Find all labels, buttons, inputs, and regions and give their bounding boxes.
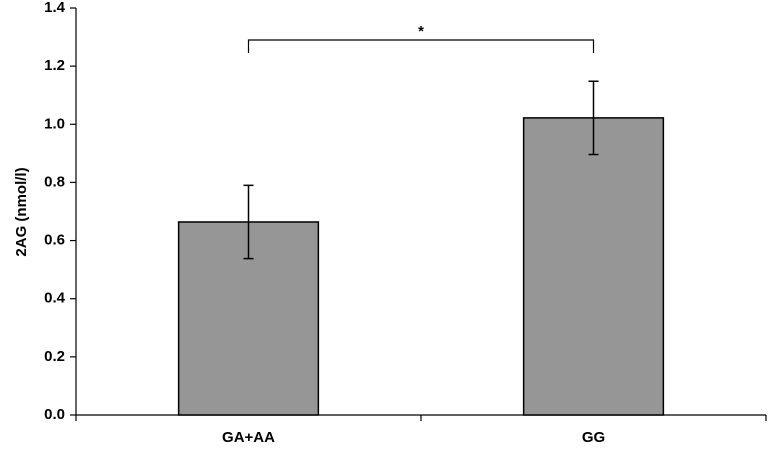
error-bars — [243, 80, 599, 260]
bar-1 — [522, 117, 665, 416]
y-axis-title: 2AG (nmol/l) — [13, 167, 30, 256]
x-tick-label-0: GA+AA — [222, 429, 275, 446]
significance-bracket: * — [247, 23, 595, 53]
y-tick-label-4: 0.8 — [44, 173, 65, 190]
significance-label: * — [418, 23, 424, 40]
bars — [177, 117, 665, 416]
y-tick-label-6: 1.2 — [44, 57, 65, 74]
x-tick-label-1: GG — [582, 429, 605, 446]
y-tick-label-0: 0.0 — [44, 406, 65, 423]
x-tick-labels: GA+AA GG — [222, 429, 605, 446]
y-tick-label-7: 1.4 — [44, 0, 66, 16]
y-tick-label-5: 1.0 — [44, 115, 65, 132]
y-tick-labels: 0.0 0.2 0.4 0.6 0.8 1.0 1.2 1.4 — [44, 0, 66, 423]
significance-line — [247, 39, 595, 53]
y-tick-label-2: 0.4 — [44, 290, 66, 307]
y-tick-label-1: 0.2 — [44, 348, 65, 365]
y-tick-label-3: 0.6 — [44, 232, 65, 249]
